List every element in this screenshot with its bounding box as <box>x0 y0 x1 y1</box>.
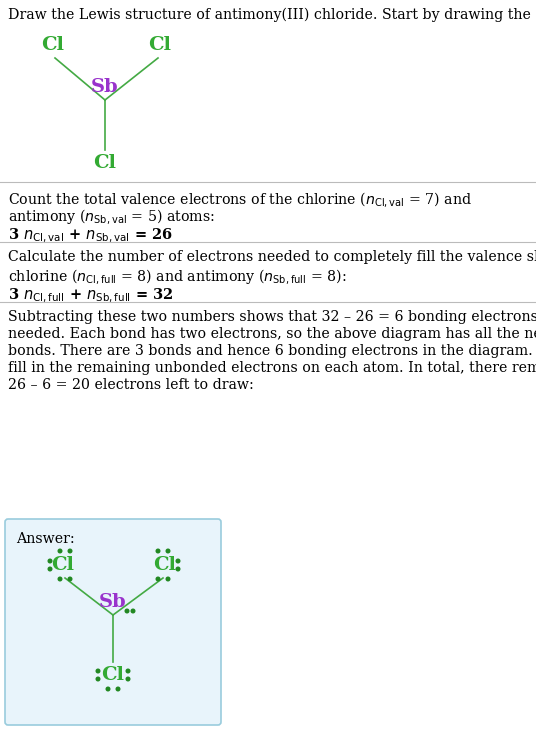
FancyBboxPatch shape <box>5 519 221 725</box>
Circle shape <box>156 577 160 581</box>
Circle shape <box>58 577 62 581</box>
Text: bonds. There are 3 bonds and hence 6 bonding electrons in the diagram. Lastly,: bonds. There are 3 bonds and hence 6 bon… <box>8 344 536 358</box>
Text: Count the total valence electrons of the chlorine ($n_{\mathrm{Cl,val}}$ = 7) an: Count the total valence electrons of the… <box>8 190 472 209</box>
Circle shape <box>156 549 160 553</box>
Circle shape <box>126 677 130 681</box>
Text: antimony ($n_{\mathrm{Sb,val}}$ = 5) atoms:: antimony ($n_{\mathrm{Sb,val}}$ = 5) ato… <box>8 207 215 226</box>
Circle shape <box>125 610 129 612</box>
Circle shape <box>176 559 180 563</box>
Text: Cl: Cl <box>51 556 75 574</box>
Text: Calculate the number of electrons needed to completely fill the valence shells f: Calculate the number of electrons needed… <box>8 250 536 264</box>
Text: chlorine ($n_{\mathrm{Cl,full}}$ = 8) and antimony ($n_{\mathrm{Sb,full}}$ = 8):: chlorine ($n_{\mathrm{Cl,full}}$ = 8) an… <box>8 267 346 286</box>
Text: needed. Each bond has two electrons, so the above diagram has all the necessary: needed. Each bond has two electrons, so … <box>8 327 536 341</box>
Text: Cl: Cl <box>153 556 176 574</box>
Circle shape <box>68 549 72 553</box>
Circle shape <box>48 567 52 571</box>
Text: Answer:: Answer: <box>16 532 75 546</box>
Text: Sb: Sb <box>99 593 127 611</box>
Text: Cl: Cl <box>148 36 172 54</box>
Text: 26 – 6 = 20 electrons left to draw:: 26 – 6 = 20 electrons left to draw: <box>8 378 254 392</box>
Text: Cl: Cl <box>93 154 116 172</box>
Text: 3 $n_{\mathrm{Cl,val}}$ + $n_{\mathrm{Sb,val}}$ = 26: 3 $n_{\mathrm{Cl,val}}$ + $n_{\mathrm{Sb… <box>8 227 173 245</box>
Text: fill in the remaining unbonded electrons on each atom. In total, there remain: fill in the remaining unbonded electrons… <box>8 361 536 375</box>
Circle shape <box>176 567 180 571</box>
Circle shape <box>126 669 130 673</box>
Circle shape <box>166 577 170 581</box>
Text: Subtracting these two numbers shows that 32 – 26 = 6 bonding electrons are: Subtracting these two numbers shows that… <box>8 310 536 324</box>
Circle shape <box>58 549 62 553</box>
Text: 3 $n_{\mathrm{Cl,full}}$ + $n_{\mathrm{Sb,full}}$ = 32: 3 $n_{\mathrm{Cl,full}}$ + $n_{\mathrm{S… <box>8 287 174 305</box>
Circle shape <box>106 687 110 691</box>
Circle shape <box>131 610 135 612</box>
Circle shape <box>116 687 120 691</box>
Circle shape <box>48 559 52 563</box>
Circle shape <box>96 677 100 681</box>
Text: Cl: Cl <box>101 666 124 684</box>
Circle shape <box>68 577 72 581</box>
Circle shape <box>96 669 100 673</box>
Text: Cl: Cl <box>41 36 64 54</box>
Text: Draw the Lewis structure of antimony(III) chloride. Start by drawing the overall: Draw the Lewis structure of antimony(III… <box>8 8 536 23</box>
Text: Sb: Sb <box>91 78 119 96</box>
Circle shape <box>166 549 170 553</box>
